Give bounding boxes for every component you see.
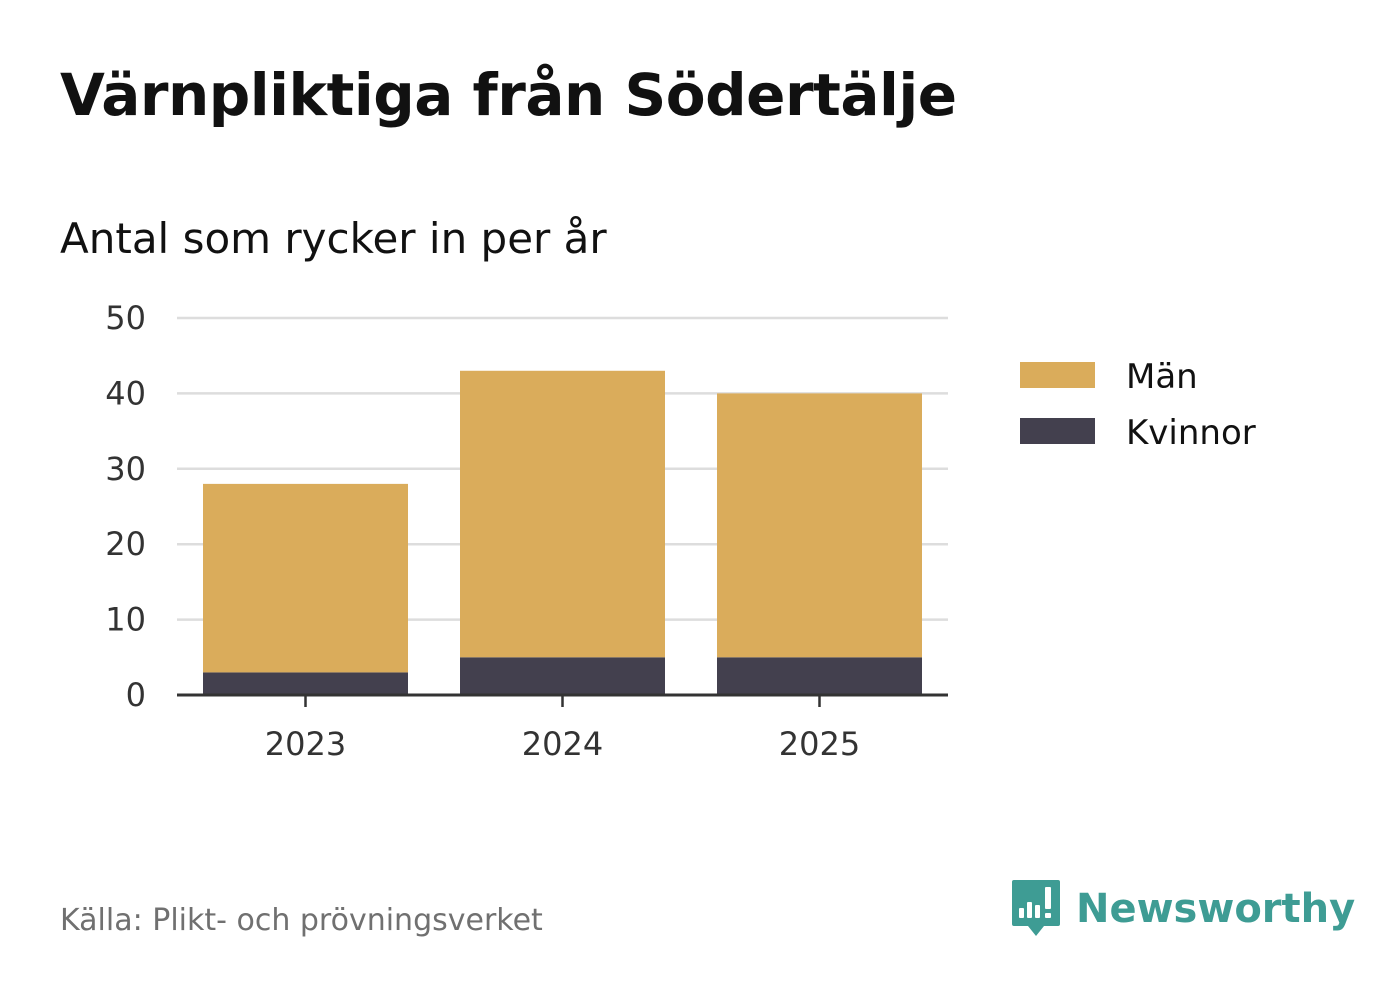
- bar-man-2025: [717, 393, 922, 658]
- legend-label-man: Män: [1126, 357, 1198, 397]
- x-tick-label-2025: 2025: [779, 725, 860, 763]
- y-tick-label-30: 30: [105, 450, 146, 488]
- y-tick-label-10: 10: [105, 601, 146, 639]
- bar-kvinnor-2024: [460, 657, 665, 695]
- bar-kvinnor-2025: [717, 657, 922, 695]
- bar-man-2023: [203, 483, 408, 673]
- legend-swatch-kvinnor: [1020, 418, 1095, 444]
- bar-man-2024: [460, 370, 665, 658]
- x-tick-label-2024: 2024: [522, 725, 603, 763]
- y-tick-label-50: 50: [105, 299, 146, 337]
- legend-label-kvinnor: Kvinnor: [1126, 413, 1256, 453]
- newsworthy-logo-icon: [1012, 880, 1060, 936]
- x-tick-label-2023: 2023: [265, 725, 346, 763]
- source-note: Källa: Plikt- och prövningsverket: [60, 903, 543, 938]
- chart-subtitle: Antal som rycker in per år: [60, 214, 607, 263]
- bar-kvinnor-2023: [203, 672, 408, 695]
- newsworthy-brand: Newsworthy: [1010, 878, 1355, 940]
- chart-title: Värnpliktiga från Södertälje: [60, 61, 957, 129]
- y-tick-label-40: 40: [105, 374, 146, 412]
- legend-swatch-man: [1020, 362, 1095, 388]
- brand-name: Newsworthy: [1076, 886, 1356, 932]
- y-tick-label-0: 0: [126, 676, 146, 714]
- y-tick-label-20: 20: [105, 525, 146, 563]
